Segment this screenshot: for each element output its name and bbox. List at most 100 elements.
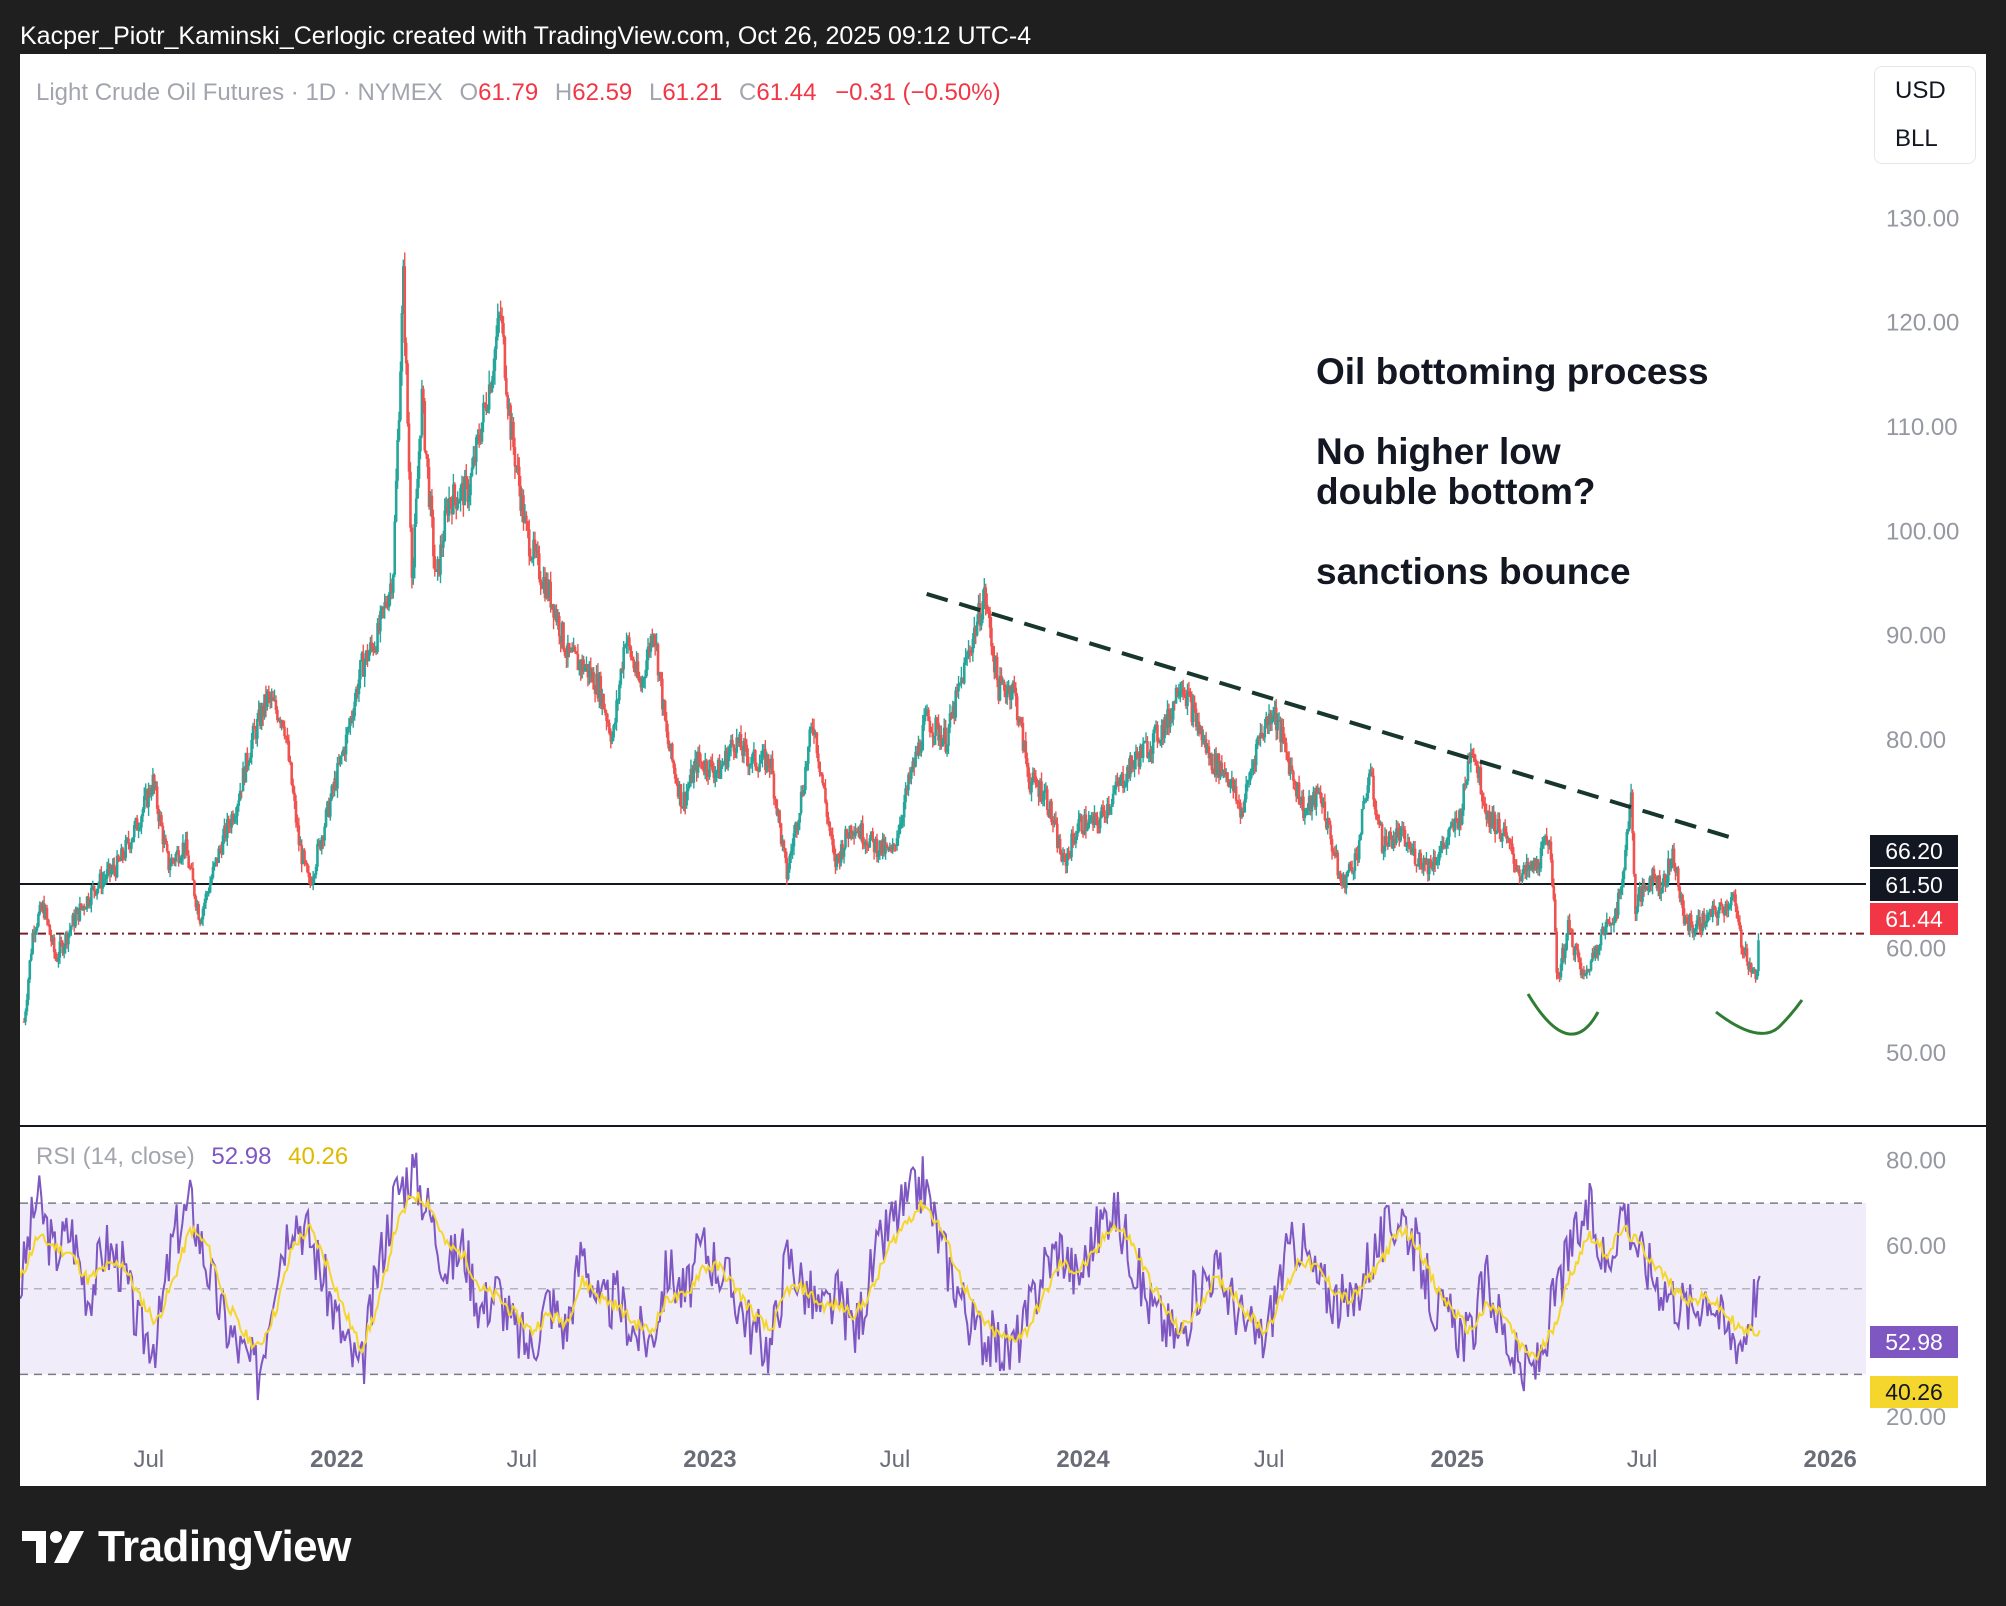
candle-body <box>649 635 653 652</box>
candle-body <box>1070 833 1073 858</box>
candle-body <box>1343 874 1347 889</box>
candle-body <box>354 689 358 702</box>
candle-body <box>1035 784 1039 787</box>
chart-panel[interactable]: 130.00120.00110.00100.0090.0080.0070.006… <box>19 54 1986 1486</box>
candle-body <box>476 434 480 438</box>
candle-body <box>1101 807 1105 811</box>
currency-selector[interactable]: USD BLL <box>1874 66 1976 164</box>
candle-body <box>173 859 176 862</box>
candle-body <box>1491 812 1494 827</box>
candle-body <box>994 656 998 673</box>
candle-body <box>821 774 824 784</box>
candle-body <box>1134 751 1138 760</box>
candle-body <box>595 673 598 694</box>
candle-body <box>709 759 713 762</box>
candle-body <box>278 719 282 724</box>
candle-body <box>321 837 325 841</box>
candle-body <box>655 644 658 646</box>
rsi-line <box>19 1152 1761 1401</box>
candle-body <box>553 609 557 618</box>
candle-body <box>1320 798 1324 807</box>
candle-body <box>1698 916 1702 930</box>
candle-body <box>739 734 743 751</box>
candle-body <box>798 813 801 823</box>
candle-body <box>904 788 907 803</box>
candle-body <box>599 676 603 706</box>
chart-svg[interactable]: 130.00120.00110.00100.0090.0080.0070.006… <box>19 54 1986 1486</box>
candle-body <box>1236 800 1239 802</box>
candle-body <box>957 683 960 692</box>
candle-body <box>1576 949 1580 958</box>
candle-body <box>924 714 927 717</box>
candle-body <box>666 731 670 745</box>
candle-body <box>586 664 590 678</box>
candle-body <box>542 577 545 589</box>
candle-body <box>1450 822 1454 827</box>
candle-body <box>1100 807 1103 818</box>
candle-body <box>608 722 611 734</box>
candle-body <box>1067 853 1071 855</box>
bottom-arc-left[interactable] <box>1526 993 1600 1036</box>
candle-body <box>412 567 415 578</box>
candle-body <box>522 495 525 523</box>
candle-body <box>1439 849 1443 853</box>
candle-body <box>535 550 538 552</box>
candle-body <box>1369 771 1372 774</box>
candle-body <box>1568 920 1571 930</box>
candle-body <box>842 847 846 857</box>
candle-body <box>1216 754 1219 776</box>
candle-body <box>1695 920 1699 929</box>
candle-body <box>662 700 666 710</box>
candle-body <box>298 844 302 846</box>
candle-body <box>855 831 859 834</box>
candle-body <box>1041 799 1045 802</box>
candle-body <box>832 845 836 855</box>
candle-body <box>507 405 511 409</box>
bottom-arc-right[interactable] <box>1715 999 1804 1035</box>
candle-body <box>1051 822 1055 824</box>
candle-body <box>1137 756 1141 767</box>
candle-body <box>867 845 870 848</box>
candle-body <box>228 826 232 828</box>
rsi-ma-line <box>19 1191 1761 1362</box>
candle-body <box>1546 840 1550 846</box>
candle-body <box>546 579 550 598</box>
candle-body <box>934 717 937 736</box>
candle-body <box>1357 840 1361 860</box>
candle-body <box>642 678 646 680</box>
candle-body <box>547 581 551 598</box>
candle-body <box>1595 947 1599 955</box>
candle-body <box>857 831 860 834</box>
candle-body <box>576 654 580 671</box>
candle-body <box>811 726 814 729</box>
candle-body <box>1326 818 1330 829</box>
unit-label: BLL <box>1895 125 1938 152</box>
candle-body <box>559 636 563 643</box>
candle-body <box>1217 754 1221 778</box>
candle-body <box>1017 720 1020 723</box>
candle-body <box>556 616 560 623</box>
candle-body <box>65 933 69 945</box>
price-tick-label: 110.00 <box>1886 414 1958 441</box>
candle-body <box>1024 741 1028 759</box>
downtrend-line[interactable] <box>926 592 1737 842</box>
candle-body <box>1282 727 1285 739</box>
time-tick-label: 2024 <box>1056 1446 1110 1473</box>
time-tick-label: 2022 <box>310 1446 363 1473</box>
candle-body <box>1023 741 1026 751</box>
candle-body <box>1518 869 1521 877</box>
candle-body <box>1735 906 1739 919</box>
candle-body <box>908 774 912 779</box>
candle-body <box>62 946 66 954</box>
candle-body <box>1335 852 1338 857</box>
candle-body <box>1542 840 1546 842</box>
candle-body <box>580 659 584 671</box>
candle-body <box>1533 860 1537 867</box>
candle-body <box>897 833 900 839</box>
candle-body <box>1432 857 1435 870</box>
candle-body <box>1558 976 1561 978</box>
tradingview-brand[interactable]: TradingView <box>22 1522 351 1572</box>
candle-body <box>927 709 930 721</box>
candle-body <box>270 697 273 701</box>
rsi-tick-label: 20.00 <box>1886 1404 1946 1431</box>
